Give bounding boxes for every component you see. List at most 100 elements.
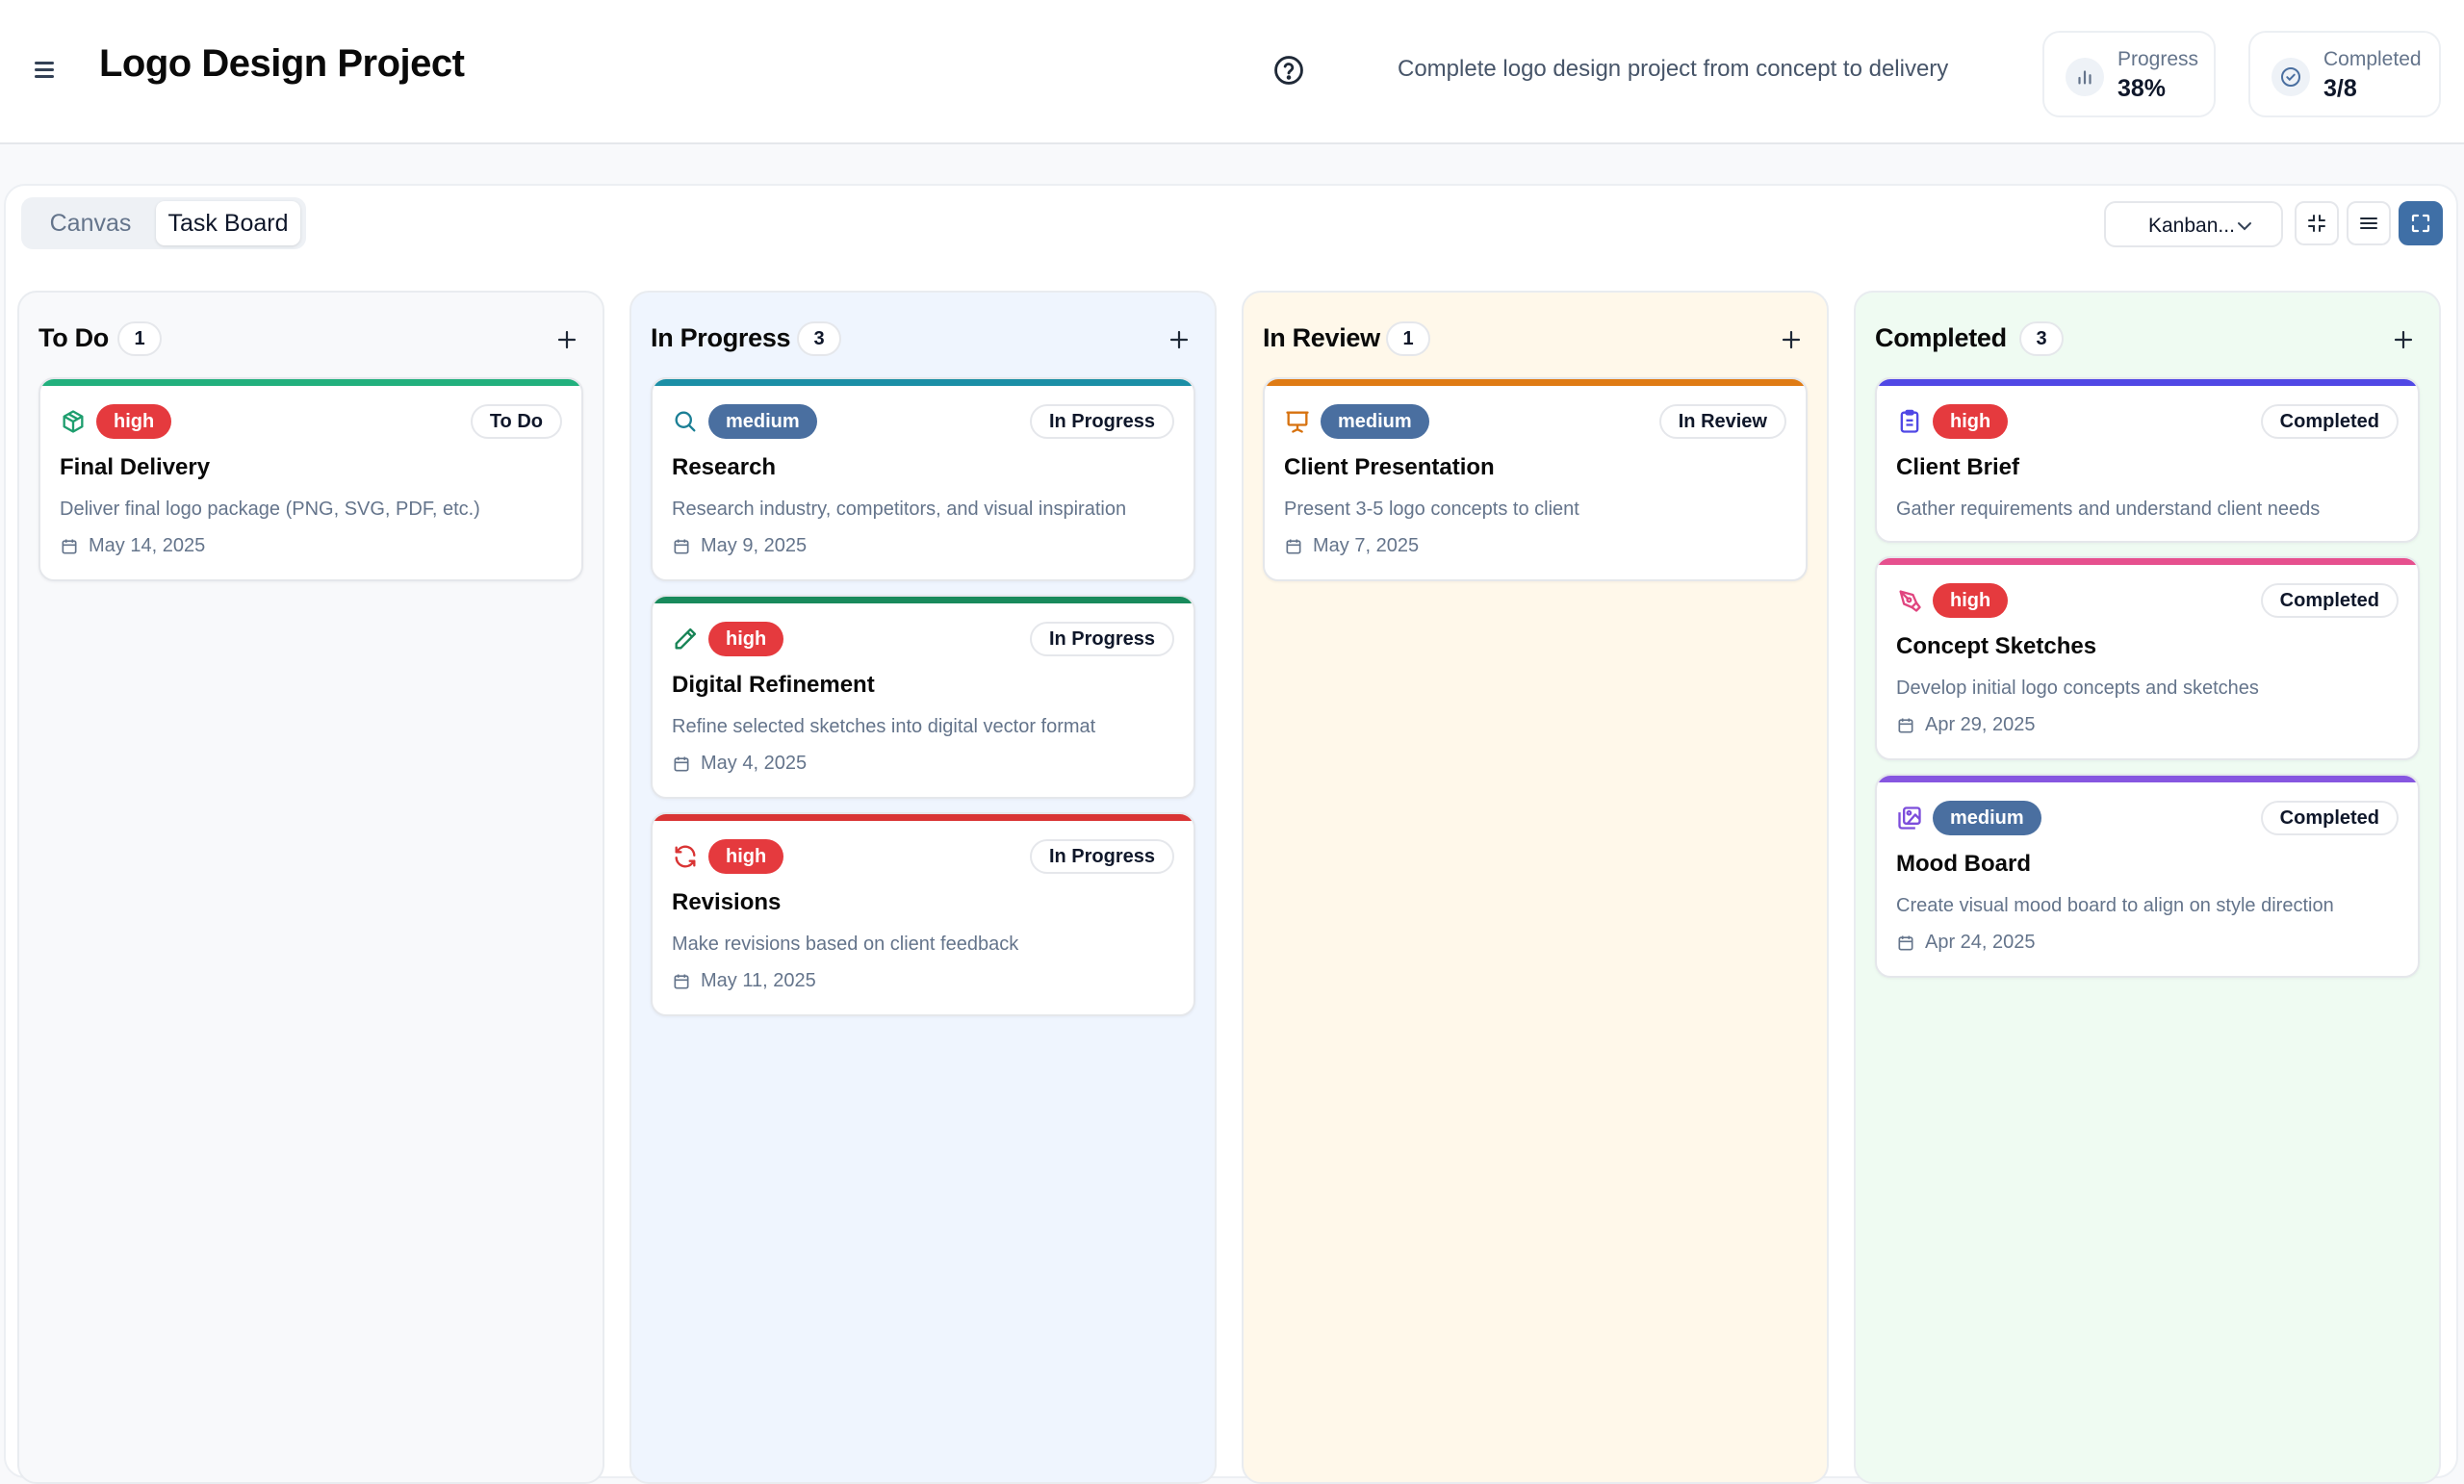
task-title: Concept Sketches (1896, 633, 2097, 659)
view-mode-value: Kanban... (2148, 215, 2235, 237)
collapse-button[interactable] (2295, 201, 2339, 245)
card-accent-bar (40, 379, 581, 386)
task-due-date: May 14, 2025 (60, 535, 205, 557)
task-card[interactable]: medium In Review Client Presentation Pre… (1263, 377, 1808, 581)
progress-value: 38% (2118, 75, 2167, 102)
page-title: Logo Design Project (99, 42, 465, 85)
tab-canvas[interactable]: Canvas (49, 209, 132, 237)
status-pill: In Progress (1029, 404, 1174, 439)
fullscreen-icon (2411, 214, 2430, 233)
clipboard-icon (1896, 408, 1923, 435)
column-title: To Do (38, 323, 109, 352)
task-title: Digital Refinement (672, 672, 875, 698)
task-description: Present 3-5 logo concepts to client (1284, 499, 1579, 520)
completed-value: 3/8 (2323, 75, 2357, 102)
menu-icon[interactable] (29, 54, 60, 85)
plus-icon (1782, 330, 1801, 349)
due-date-text: May 14, 2025 (89, 535, 206, 556)
task-due-date: Apr 29, 2025 (1896, 714, 2036, 736)
calendar-icon (674, 974, 689, 988)
card-accent-bar (1265, 379, 1806, 386)
tab-task-board[interactable]: Task Board (156, 201, 300, 245)
due-date-text: May 9, 2025 (701, 535, 808, 556)
column-count: 3 (2019, 321, 2064, 356)
task-description: Refine selected sketches into digital ve… (672, 716, 1096, 737)
task-card[interactable]: high In Progress Digital Refinement Refi… (651, 595, 1195, 799)
view-mode-select[interactable]: Kanban... (2104, 201, 2283, 247)
fullscreen-button[interactable] (2399, 201, 2443, 245)
chevron-down-icon (2238, 222, 2251, 231)
priority-badge: high (96, 404, 172, 439)
status-pill: Completed (2260, 583, 2399, 618)
card-accent-bar (1877, 379, 2418, 386)
priority-badge: high (1933, 404, 2009, 439)
due-date-text: May 4, 2025 (701, 753, 808, 774)
task-title: Research (672, 454, 777, 480)
status-pill: In Progress (1029, 839, 1174, 874)
add-task-button[interactable] (551, 323, 583, 356)
images-icon (1896, 805, 1923, 832)
task-card[interactable]: medium Completed Mood Board Create visua… (1875, 774, 2420, 978)
column-title: In Progress (651, 323, 791, 352)
column-in-review: In Review 1 medium In Review Client Pres… (1242, 291, 1829, 1484)
status-pill: In Progress (1029, 622, 1174, 656)
task-title: Client Presentation (1284, 454, 1495, 480)
minimize-icon (2308, 215, 2325, 232)
calendar-icon (1286, 539, 1301, 553)
check-circle-icon (2272, 58, 2310, 96)
task-description: Make revisions based on client feedback (672, 934, 1019, 955)
card-accent-bar (653, 379, 1194, 386)
task-due-date: May 9, 2025 (672, 535, 807, 557)
task-description: Develop initial logo concepts and sketch… (1896, 678, 2259, 699)
column-count: 3 (797, 321, 841, 356)
card-accent-bar (1877, 776, 2418, 782)
task-due-date: Apr 24, 2025 (1896, 932, 2036, 954)
bar-chart-icon (2066, 58, 2104, 96)
refresh-icon (672, 843, 699, 870)
list-view-button[interactable] (2347, 201, 2391, 245)
due-date-text: Apr 24, 2025 (1925, 932, 2036, 953)
add-task-button[interactable] (1163, 323, 1195, 356)
task-due-date: May 7, 2025 (1284, 535, 1419, 557)
task-card[interactable]: high In Progress Revisions Make revision… (651, 812, 1195, 1016)
task-description: Create visual mood board to align on sty… (1896, 895, 2334, 916)
view-tabs: Canvas Task Board (21, 197, 306, 249)
task-title: Mood Board (1896, 851, 2031, 877)
add-task-button[interactable] (2387, 323, 2420, 356)
help-icon[interactable] (1272, 54, 1305, 87)
due-date-text: May 11, 2025 (701, 970, 816, 991)
card-accent-bar (1877, 558, 2418, 565)
completed-stat-card: Completed 3/8 (2248, 31, 2441, 117)
task-card[interactable]: high To Do Final Delivery Deliver final … (38, 377, 583, 581)
status-pill: In Review (1658, 404, 1786, 439)
column-title: Completed (1875, 323, 2007, 352)
column-completed: Completed 3 high Completed Client Brief … (1854, 291, 2441, 1484)
due-date-text: Apr 29, 2025 (1925, 714, 2036, 735)
add-task-button[interactable] (1775, 323, 1808, 356)
project-description: Complete logo design project from concep… (1398, 56, 1949, 82)
task-due-date: May 11, 2025 (672, 970, 816, 992)
task-description: Gather requirements and understand clien… (1896, 499, 2321, 520)
calendar-icon (674, 756, 689, 771)
task-card[interactable]: high Completed Client Brief Gather requi… (1875, 377, 2420, 543)
card-accent-bar (653, 597, 1194, 603)
pencil-icon (672, 626, 699, 652)
task-card[interactable]: high Completed Concept Sketches Develop … (1875, 556, 2420, 760)
status-pill: To Do (470, 404, 562, 439)
status-pill: Completed (2260, 404, 2399, 439)
search-icon (672, 408, 699, 435)
task-description: Deliver final logo package (PNG, SVG, PD… (60, 499, 480, 520)
presentation-icon (1284, 408, 1311, 435)
task-title: Client Brief (1896, 454, 2020, 480)
column-to-do: To Do 1 high To Do Final Delivery Delive… (17, 291, 604, 1484)
progress-label: Progress (2118, 48, 2199, 70)
card-accent-bar (653, 814, 1194, 821)
column-title: In Review (1263, 323, 1380, 352)
due-date-text: May 7, 2025 (1313, 535, 1420, 556)
calendar-icon (674, 539, 689, 553)
completed-label: Completed (2323, 48, 2422, 70)
priority-badge: high (708, 839, 784, 874)
task-card[interactable]: medium In Progress Research Research ind… (651, 377, 1195, 581)
calendar-icon (1898, 718, 1913, 732)
task-title: Final Delivery (60, 454, 211, 480)
